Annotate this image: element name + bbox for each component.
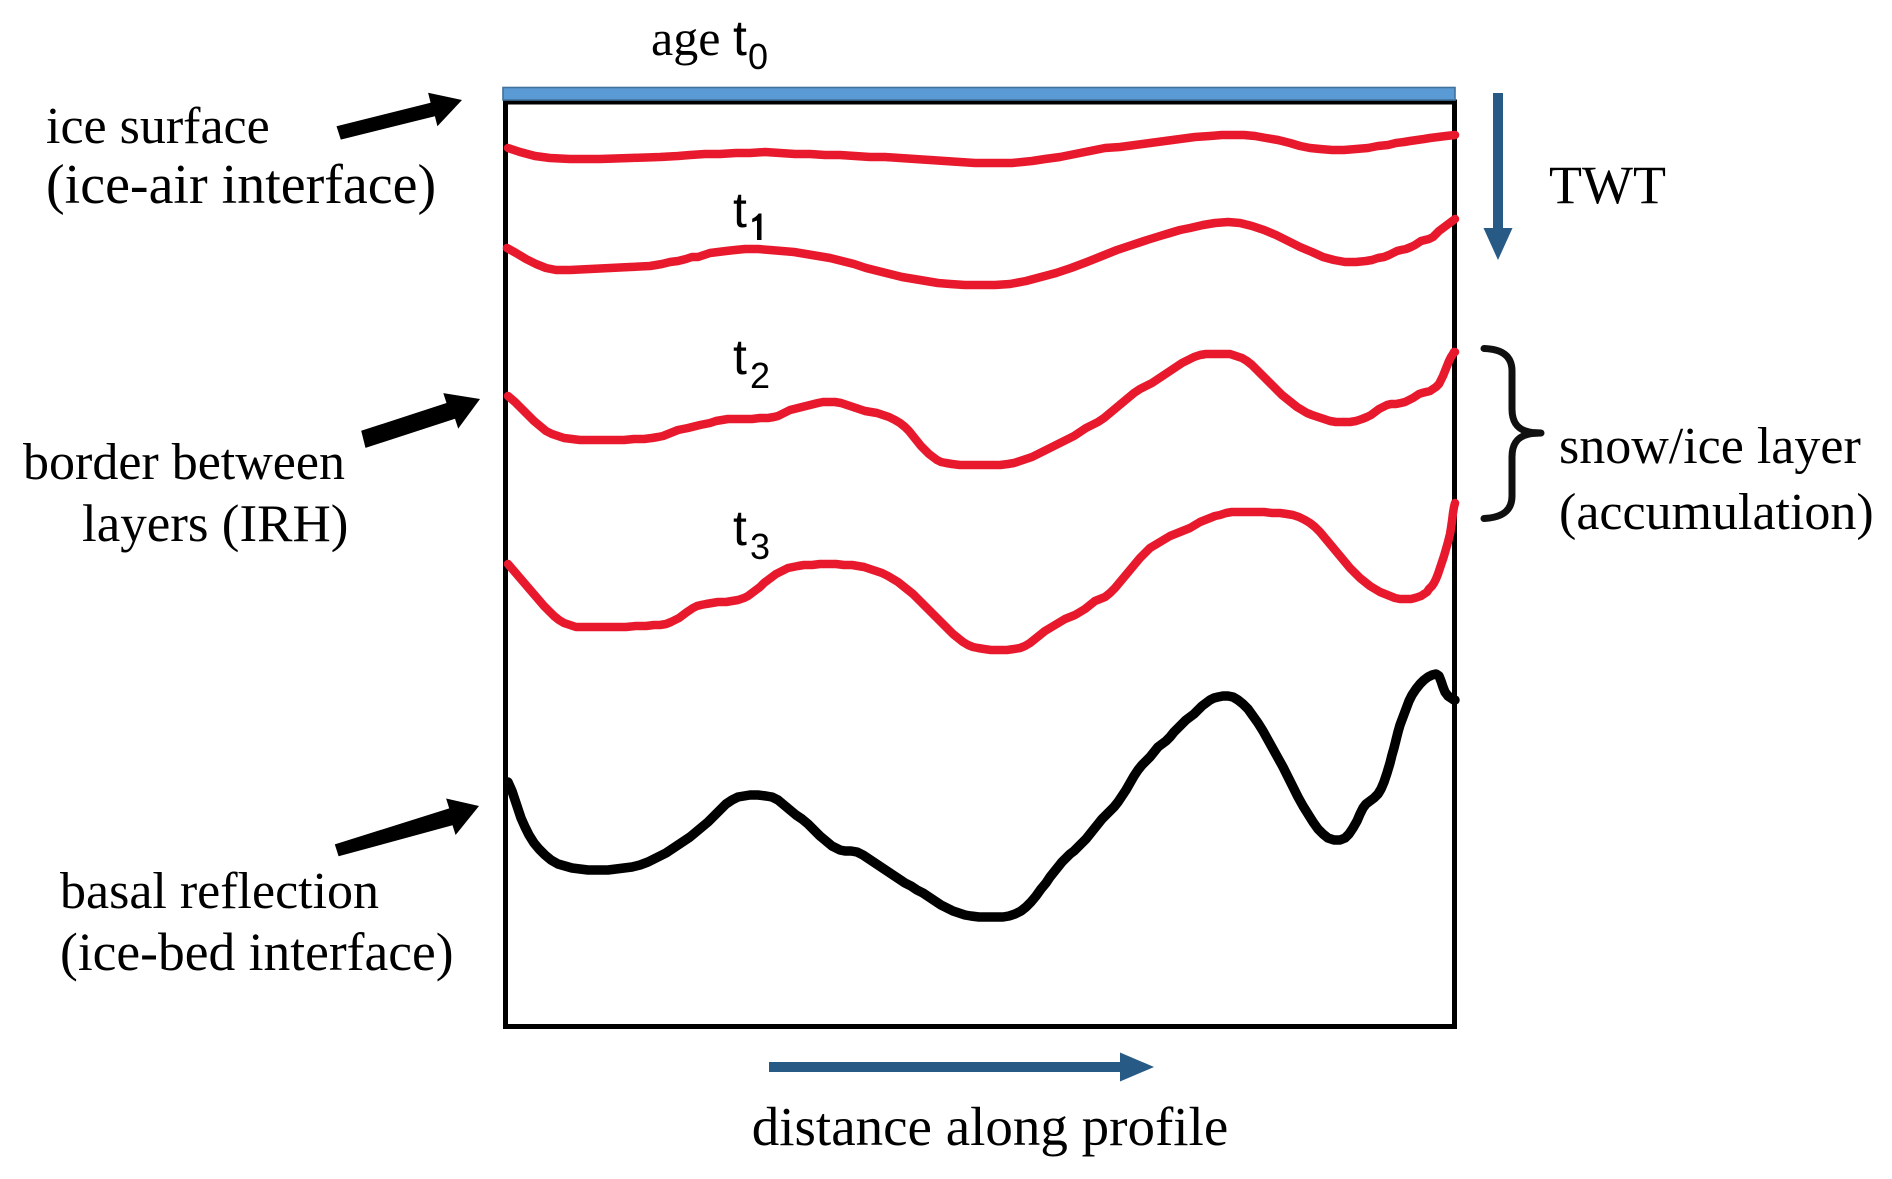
svg-text:0: 0 bbox=[748, 36, 768, 77]
svg-text:t: t bbox=[733, 182, 747, 238]
svg-text:t: t bbox=[733, 329, 747, 385]
svg-text:3: 3 bbox=[750, 526, 770, 567]
svg-text:t: t bbox=[733, 500, 747, 556]
svg-text:ice surface: ice surface bbox=[46, 98, 270, 155]
svg-text:(ice-bed interface): (ice-bed interface) bbox=[60, 922, 454, 982]
svg-text:layers (IRH): layers (IRH) bbox=[82, 495, 348, 553]
svg-text:distance along profile: distance along profile bbox=[752, 1096, 1229, 1157]
svg-text:(accumulation): (accumulation) bbox=[1559, 484, 1874, 541]
svg-text:(ice-air interface): (ice-air interface) bbox=[46, 154, 436, 216]
svg-text:2: 2 bbox=[750, 355, 770, 396]
svg-text:snow/ice layer: snow/ice layer bbox=[1559, 418, 1861, 475]
svg-text:age: age bbox=[651, 10, 720, 66]
svg-text:TWT: TWT bbox=[1549, 155, 1666, 215]
svg-text:t: t bbox=[733, 10, 747, 66]
svg-text:border between: border between bbox=[23, 434, 345, 491]
svg-text:basal reflection: basal reflection bbox=[60, 863, 379, 920]
